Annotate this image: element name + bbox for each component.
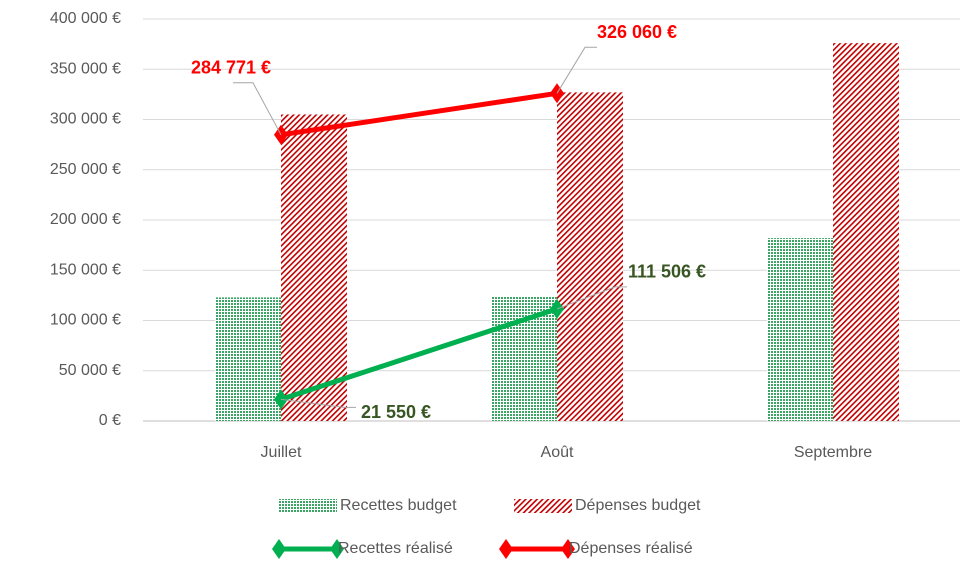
legend-label: Recettes réalisé	[338, 540, 453, 557]
y-tick-label: 400 000 €	[50, 10, 121, 27]
bar	[833, 43, 899, 422]
legend-swatch	[279, 499, 337, 513]
leader-line	[233, 82, 282, 136]
bar	[557, 92, 623, 422]
y-tick-label: 150 000 €	[50, 261, 121, 278]
bar	[767, 238, 833, 421]
legend-label: Recettes budget	[340, 497, 457, 514]
x-tick-label: Septembre	[794, 444, 872, 461]
y-tick-label: 350 000 €	[50, 60, 121, 77]
data-label: 284 771 €	[191, 58, 271, 78]
leader-line	[556, 286, 627, 310]
legend-label: Dépenses réalisé	[569, 540, 693, 557]
data-label: 111 506 €	[628, 262, 706, 282]
legend-marker	[499, 539, 575, 559]
x-tick-label: Août	[541, 444, 574, 461]
bar	[491, 296, 557, 421]
y-tick-label: 100 000 €	[50, 312, 121, 329]
y-tick-label: 50 000 €	[59, 362, 121, 379]
leader-line	[556, 46, 597, 94]
line	[280, 306, 558, 402]
y-tick-label: 0 €	[99, 412, 121, 429]
data-label: 21 550 €	[361, 402, 431, 422]
legend-swatch	[514, 499, 572, 513]
legend-marker	[272, 539, 344, 559]
line	[280, 90, 558, 138]
y-tick-label: 250 000 €	[50, 161, 121, 178]
legend-label: Dépenses budget	[575, 497, 701, 514]
y-tick-label: 200 000 €	[50, 211, 121, 228]
leader-line	[280, 398, 356, 408]
y-tick-label: 300 000 €	[50, 111, 121, 128]
bar	[215, 297, 281, 421]
bar	[281, 114, 347, 421]
x-tick-label: Juillet	[261, 444, 302, 461]
data-label: 326 060 €	[597, 22, 677, 42]
